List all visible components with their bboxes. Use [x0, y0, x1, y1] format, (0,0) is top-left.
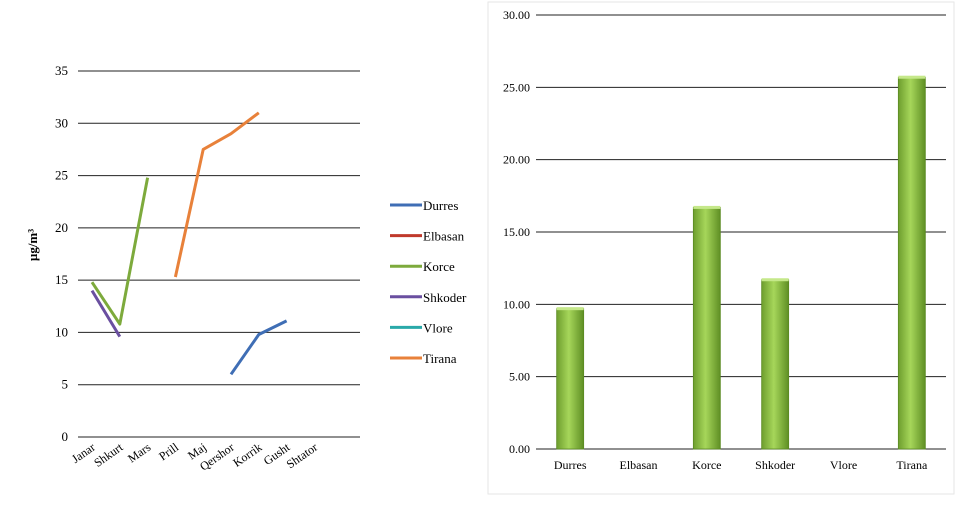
bar-chart: 0.00 5.00 10.00 15.00 20.00 25.00 30.00 Durres…	[487, 1, 955, 495]
legend-label: Vlore	[423, 320, 453, 335]
line-series-shkoder	[90, 289, 122, 338]
bar-chart-x-tick: Vlore	[830, 458, 857, 472]
line-chart-y-tick: 30	[55, 115, 68, 130]
bar-chart-frame	[487, 1, 955, 495]
bar-chart-x-tick: Tirana	[896, 458, 928, 472]
line-chart-x-tick: Shkurt	[91, 440, 126, 470]
bar-durres	[556, 307, 585, 450]
line-chart-x-tick: Shtator	[284, 440, 320, 471]
line-chart-y-tick: 10	[55, 324, 68, 339]
bar-chart-y-tick: 30.00	[503, 8, 530, 22]
legend-label: Shkoder	[423, 290, 467, 305]
bar-chart-gridlines	[536, 14, 946, 450]
line-chart-y-tick: 0	[62, 429, 69, 444]
legend-item-korce: Korce	[390, 259, 455, 274]
bar-tirana	[897, 75, 926, 450]
bar-korce	[692, 205, 721, 450]
bar-chart-y-tick: 20.00	[503, 153, 530, 167]
legend-item-durres: Durres	[390, 198, 458, 213]
bar-chart-x-tick: Elbasan	[620, 458, 658, 472]
bar-chart-bars	[556, 75, 926, 450]
bar-chart-y-tick-labels: 0.00 5.00 10.00 15.00 20.00 25.00 30.00	[503, 8, 530, 456]
bar-chart-y-tick: 10.00	[503, 297, 530, 311]
legend-item-vlore: Vlore	[390, 320, 453, 335]
bar-chart-y-tick: 15.00	[503, 225, 530, 239]
line-chart-y-tick: 35	[55, 63, 68, 78]
line-series-durres	[229, 319, 288, 376]
line-chart-x-tick: Korrik	[230, 440, 264, 470]
line-chart-y-tick: 20	[55, 220, 68, 235]
line-chart-x-tick: Mars	[125, 440, 154, 466]
legend-item-elbasan: Elbasan	[390, 229, 465, 244]
line-chart-legend: Durres Elbasan Korce Shkoder Vlore Tirana	[390, 198, 467, 366]
legend-label: Durres	[423, 198, 458, 213]
line-chart-y-tick-labels: 0 5 10 15 20 25 30 35	[55, 63, 68, 444]
bar-chart-y-tick: 25.00	[503, 80, 530, 94]
legend-item-shkoder: Shkoder	[390, 290, 467, 305]
line-chart-series	[90, 111, 288, 376]
bar-chart-x-tick: Durres	[554, 458, 587, 472]
line-chart-y-tick: 25	[55, 168, 68, 183]
legend-label: Tirana	[423, 351, 457, 366]
line-chart-gridlines	[78, 70, 360, 438]
line-chart-x-tick: Prill	[156, 440, 182, 464]
bar-shkoder	[761, 278, 790, 450]
legend-item-tirana: Tirana	[390, 351, 457, 366]
line-chart-y-tick: 15	[55, 272, 68, 287]
legend-label: Korce	[423, 259, 455, 274]
line-chart-y-axis-label: µg/m³	[25, 229, 40, 261]
line-series-tirana	[173, 111, 260, 278]
bar-chart-x-tick: Shkoder	[755, 458, 795, 472]
legend-label: Elbasan	[423, 229, 465, 244]
line-chart-y-tick: 5	[62, 377, 69, 392]
bar-chart-y-tick: 0.00	[509, 442, 530, 456]
bar-chart-x-tick-labels: Durres Elbasan Korce Shkoder Vlore Tirana	[554, 458, 928, 472]
bar-chart-y-tick: 5.00	[509, 370, 530, 384]
line-series-korce	[90, 177, 150, 326]
bar-chart-x-tick: Korce	[692, 458, 721, 472]
